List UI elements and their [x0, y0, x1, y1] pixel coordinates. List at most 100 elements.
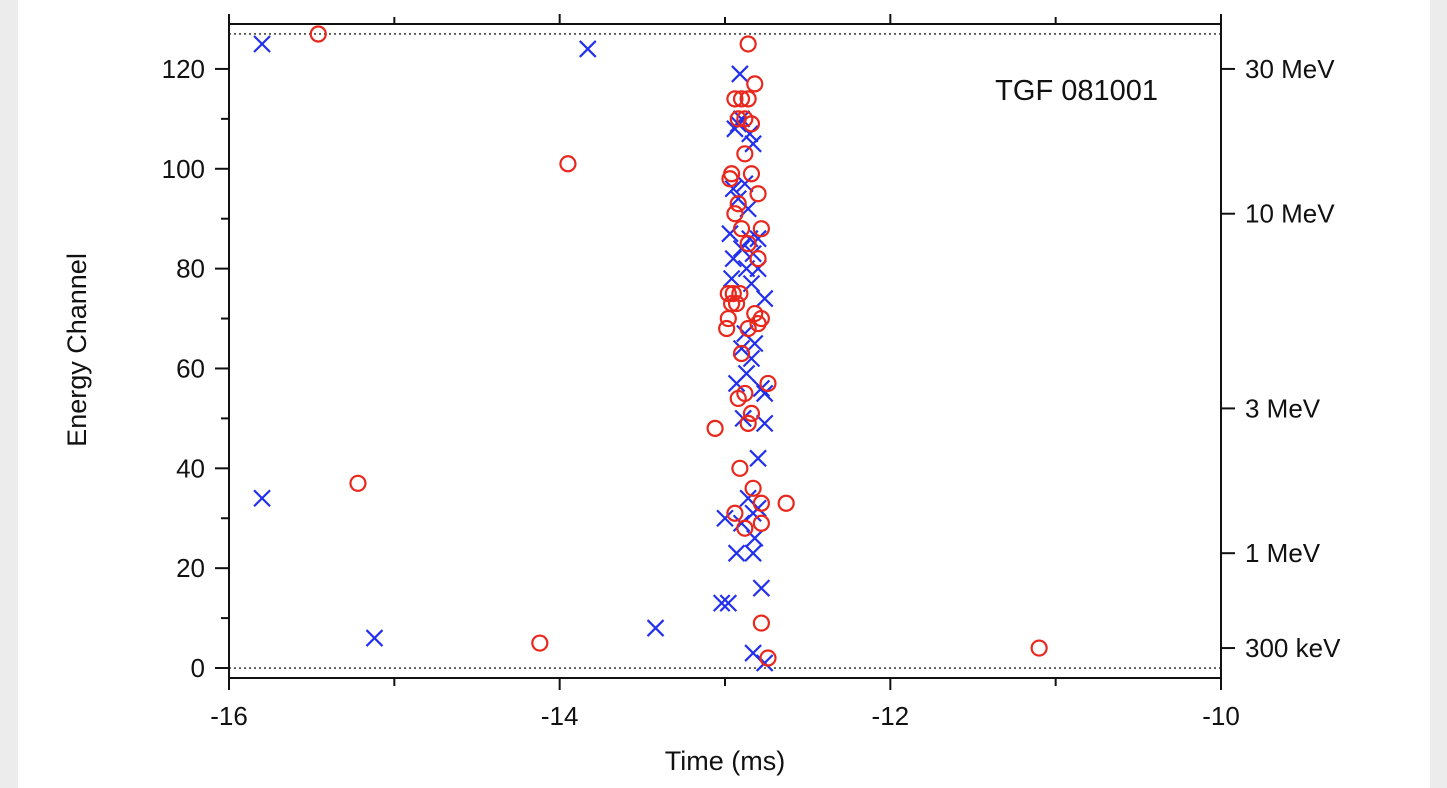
circle-point	[777, 494, 795, 512]
cross-point	[732, 110, 751, 128]
chart-annotation: TGF 081001	[995, 75, 1158, 107]
cross-point	[755, 289, 774, 308]
cross-stroke	[727, 374, 746, 393]
circle-point	[726, 90, 744, 108]
circle-point	[739, 235, 757, 253]
cross-point	[727, 374, 746, 393]
circle-point	[719, 309, 737, 328]
cross-stroke	[578, 40, 597, 58]
y-tick-label: 100	[162, 154, 205, 184]
cross-stroke	[744, 544, 762, 562]
circle-point	[749, 314, 767, 333]
y-tick-label: 0	[191, 653, 205, 683]
cross-point	[721, 224, 739, 243]
cross-point	[736, 174, 754, 193]
circle-point	[731, 284, 749, 303]
cross-point	[726, 120, 744, 138]
circle-point	[309, 25, 327, 43]
cross-point	[722, 269, 741, 288]
cross-point	[744, 644, 762, 662]
y-tick-label: 80	[176, 254, 205, 284]
circle-point	[739, 35, 757, 53]
cross-point	[253, 35, 271, 53]
y-tick-label: 20	[176, 553, 205, 583]
cross-stroke	[745, 529, 764, 547]
cross-stroke	[742, 349, 761, 368]
circle-point	[749, 185, 767, 203]
circle-point	[721, 170, 739, 188]
circle-point	[719, 284, 737, 303]
cross-point	[744, 135, 762, 153]
circle-point	[732, 220, 751, 238]
cross-stroke	[646, 619, 665, 637]
x-axis-label: Time (ms)	[665, 746, 785, 776]
cross-stroke	[724, 249, 743, 268]
cross-point	[745, 529, 764, 547]
cross-stroke	[744, 504, 762, 523]
right-axis-label: 300 keV	[1245, 633, 1341, 663]
circle-point	[759, 374, 777, 393]
circle-point	[752, 494, 770, 512]
circle-point	[731, 459, 749, 477]
y-axis: 0 20 40 60 80 100 120	[162, 54, 229, 683]
circle-point	[732, 344, 751, 363]
cross-point	[731, 65, 749, 83]
circle-point	[729, 195, 747, 213]
cross-stroke	[722, 269, 741, 288]
cross-point	[578, 40, 597, 58]
circle-point	[706, 419, 724, 437]
cross-point	[749, 229, 767, 248]
cross-stroke	[732, 339, 751, 358]
right-axis-label: 10 MeV	[1245, 199, 1335, 229]
circle-point	[752, 514, 770, 532]
cross-point	[744, 544, 762, 562]
cross-stroke	[749, 229, 767, 248]
cross-stroke	[253, 489, 271, 508]
circle-point	[742, 165, 761, 183]
cross-point	[253, 489, 271, 508]
cross-stroke	[749, 449, 767, 468]
cross-point	[755, 654, 774, 672]
circle-point	[739, 319, 757, 338]
circle-point	[718, 319, 736, 338]
y-tick-label: 40	[176, 453, 205, 483]
plot-frame	[228, 23, 1222, 679]
plot-border	[228, 23, 1222, 679]
series-circles	[309, 25, 1048, 667]
circle-point	[742, 115, 761, 133]
circle-point	[732, 90, 751, 108]
right-energy-axis: 30 MeV 10 MeV 3 MeV 1 MeV 300 keV	[1221, 54, 1341, 663]
cross-stroke	[719, 594, 738, 612]
x-tick-label: -14	[541, 701, 579, 731]
cross-stroke	[721, 224, 739, 243]
cross-stroke	[755, 289, 774, 308]
circle-point	[759, 649, 777, 667]
circle-point	[742, 404, 761, 423]
cross-stroke	[727, 544, 746, 562]
cross-stroke	[744, 135, 762, 153]
cross-stroke	[729, 189, 748, 208]
circle-point	[726, 504, 744, 522]
circle-point	[1030, 639, 1048, 657]
cross-stroke	[755, 414, 774, 433]
circle-point	[746, 75, 764, 93]
cross-point	[752, 579, 771, 597]
cross-stroke	[724, 179, 743, 198]
right-axis-label: 30 MeV	[1245, 54, 1335, 84]
circle-point	[736, 145, 754, 163]
y-tick-label: 120	[162, 54, 205, 84]
cross-stroke	[712, 594, 731, 612]
circle-point	[736, 519, 754, 537]
right-axis-label: 1 MeV	[1245, 538, 1321, 568]
cross-stroke	[752, 579, 771, 597]
x-tick-label: -10	[1202, 701, 1240, 731]
circle-point	[727, 294, 746, 313]
cross-stroke	[736, 324, 754, 343]
cross-point	[712, 594, 731, 612]
cross-point	[745, 334, 764, 353]
cross-point	[749, 449, 767, 468]
circle-point	[559, 155, 577, 173]
circle-point	[739, 90, 757, 108]
cross-stroke	[365, 629, 384, 647]
